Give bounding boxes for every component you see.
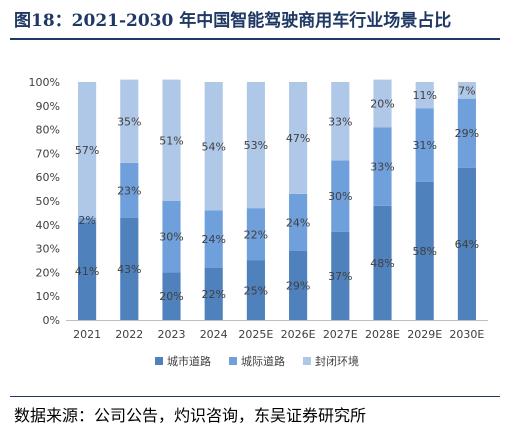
y-tick-label: 10% (36, 290, 60, 303)
legend-swatch (303, 357, 311, 365)
bar-segment-1 (373, 205, 392, 320)
value-label: 24% (286, 216, 310, 229)
value-label: 58% (412, 245, 436, 258)
x-tick-label: 2029E (407, 328, 442, 341)
value-label: 20% (159, 290, 183, 303)
value-label: 7% (458, 84, 475, 97)
value-label: 64% (455, 238, 479, 251)
bar-segment-2 (289, 193, 308, 251)
value-label: 23% (117, 184, 141, 197)
bar-segment-3 (162, 79, 181, 201)
legend-label: 封闭环境 (315, 354, 359, 368)
bar-segment-1 (78, 222, 97, 320)
source-rule (10, 396, 500, 397)
legend-label: 城际道路 (241, 354, 285, 368)
value-label: 48% (370, 257, 394, 270)
value-label: 57% (75, 144, 99, 157)
bar-segment-3 (120, 79, 139, 163)
value-label: 47% (286, 132, 310, 145)
value-label: 20% (370, 97, 394, 110)
value-label: 33% (370, 160, 394, 173)
bar-segment-2 (246, 208, 265, 261)
stacked-bar-chart: 0% 10% 20% 30% 40% 50% 60% 70% 80% 90% 100% 2021 202… (29, 76, 488, 368)
y-tick-label: 80% (36, 124, 60, 137)
value-label: 37% (328, 270, 352, 283)
y-tick-label: 70% (36, 147, 60, 160)
value-labels-group: 41% 2% 57% 43% 23% 35% 20% 30% 51% 22% 24% 54% 25% 22… (75, 84, 479, 303)
y-tick-label: 30% (36, 243, 60, 256)
bar-segment-3 (415, 82, 434, 109)
value-label: 2% (78, 214, 95, 227)
bar-segment-1 (331, 231, 350, 320)
x-tick-label: 2026E (281, 328, 316, 341)
bar-segment-2 (162, 201, 181, 273)
y-tick-label: 0% (43, 314, 60, 327)
x-tick-label: 2021 (73, 328, 101, 341)
bar-segment-2 (373, 127, 392, 206)
bar-segment-3 (246, 82, 265, 209)
value-label: 51% (159, 134, 183, 147)
x-tick-label: 2030E (449, 328, 484, 341)
bar-segment-2 (331, 160, 350, 232)
bar-segment-3 (373, 79, 392, 128)
bar-segment-1 (204, 267, 223, 320)
bar-segment-2 (78, 217, 97, 223)
bar-segment-2 (415, 108, 434, 182)
value-label: 29% (455, 127, 479, 140)
x-tick-label: 2027E (323, 328, 358, 341)
value-label: 30% (328, 190, 352, 203)
x-tick-label: 2024 (200, 328, 228, 341)
y-tick-label: 90% (36, 100, 60, 113)
value-label: 11% (412, 89, 436, 102)
value-label: 22% (244, 228, 268, 241)
value-label: 30% (159, 231, 183, 244)
bar-segment-3 (457, 82, 476, 99)
value-label: 35% (117, 115, 141, 128)
value-label: 43% (117, 263, 141, 276)
legend-swatch (229, 357, 237, 365)
value-label: 41% (75, 265, 99, 278)
y-tick-label: 60% (36, 171, 60, 184)
bar-segment-1 (120, 217, 139, 320)
figure-title: 图18：2021-2030 年中国智能驾驶商用车行业场景占比 (14, 11, 452, 31)
bar-segment-3 (331, 82, 350, 161)
x-tick-label: 2023 (158, 328, 186, 341)
bar-segment-2 (204, 210, 223, 268)
bar-segment-1 (246, 260, 265, 320)
value-label: 53% (244, 139, 268, 152)
bar-segment-1 (162, 272, 181, 320)
value-label: 33% (328, 115, 352, 128)
bar-segment-1 (415, 181, 434, 320)
value-label: 29% (286, 279, 310, 292)
value-label: 31% (412, 139, 436, 152)
value-label: 54% (201, 140, 225, 153)
y-tick-label: 50% (36, 195, 60, 208)
y-tick-label: 20% (36, 266, 60, 279)
data-source: 数据来源：公司公告，灼识咨询，东吴证券研究所 (14, 406, 367, 425)
bar-segment-3 (289, 82, 308, 194)
value-label: 22% (201, 288, 225, 301)
legend: 城市道路 城际道路 封闭环境 (155, 354, 359, 368)
axis-group: 0% 10% 20% 30% 40% 50% 60% 70% 80% 90% 100% 2021 202… (29, 76, 488, 341)
x-tick-label: 2028E (365, 328, 400, 341)
bar-segment-2 (457, 98, 476, 168)
value-label: 24% (201, 233, 225, 246)
legend-swatch (155, 357, 163, 365)
bar-segment-1 (289, 250, 308, 320)
title-rule (10, 38, 500, 40)
bar-segment-3 (78, 82, 97, 218)
x-tick-label: 2025E (238, 328, 273, 341)
legend-label: 城市道路 (167, 354, 211, 368)
x-tick-label: 2022 (115, 328, 143, 341)
value-label: 25% (244, 284, 268, 297)
y-tick-label: 40% (36, 219, 60, 232)
bar-segment-3 (204, 82, 223, 211)
y-tick-label: 100% (29, 76, 60, 89)
bar-segment-2 (120, 162, 139, 218)
bars-group (78, 79, 476, 320)
bar-segment-1 (457, 167, 476, 320)
